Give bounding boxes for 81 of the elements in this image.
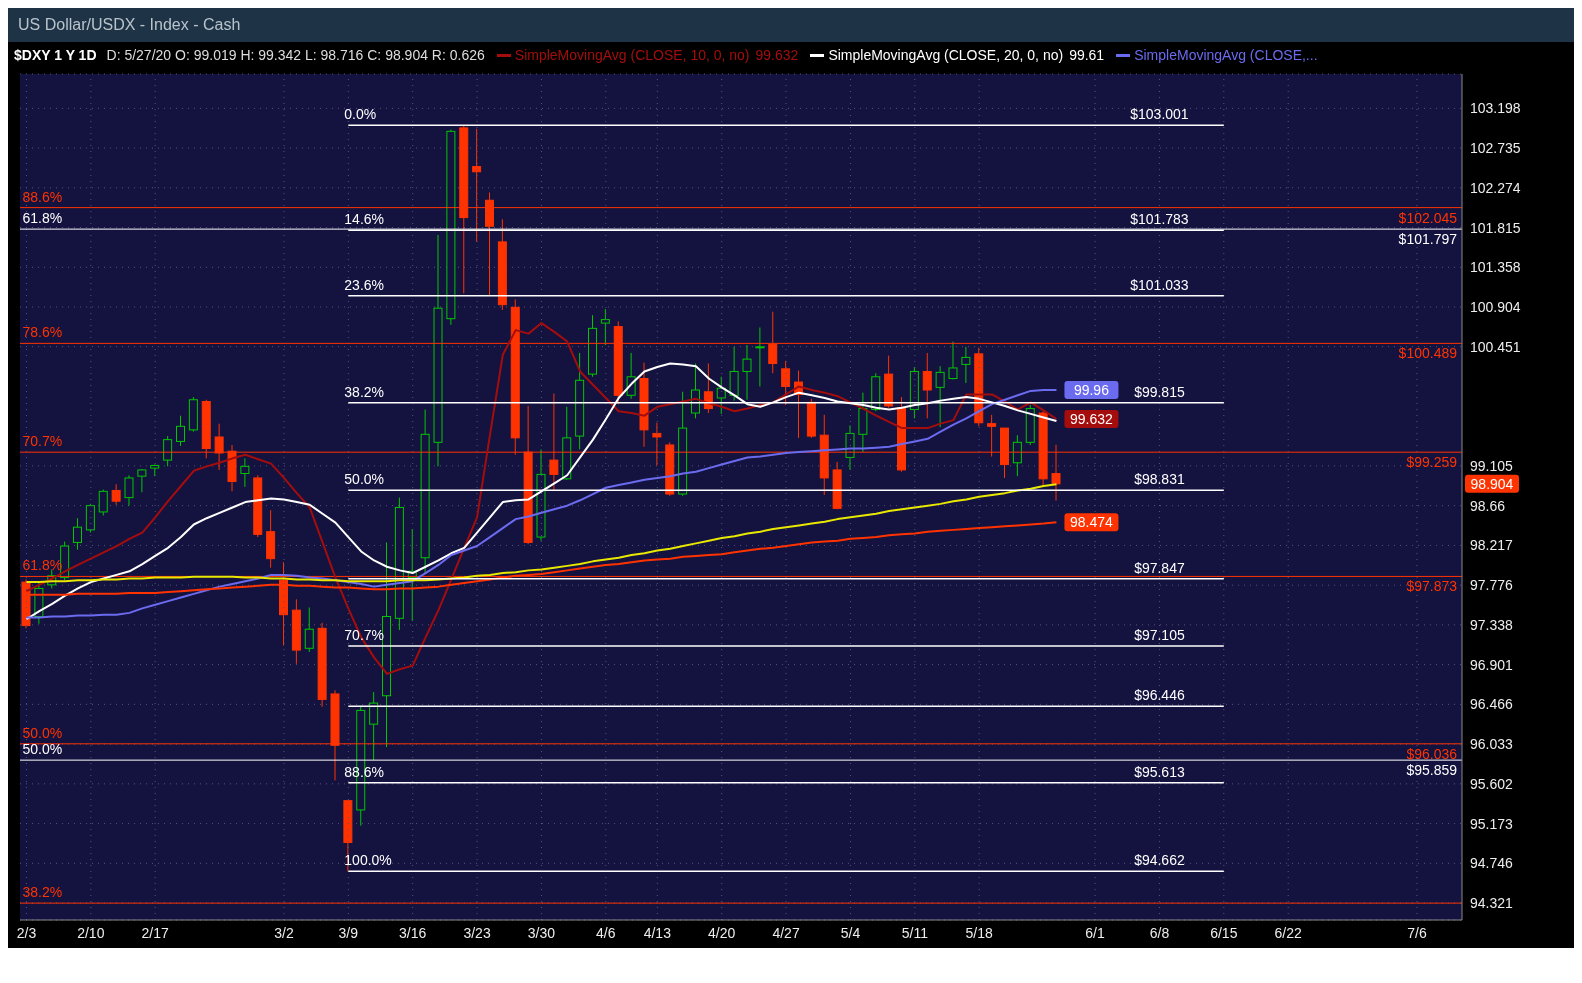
annotation: $101.033 — [1130, 276, 1189, 293]
annotation: 100.0% — [344, 852, 392, 869]
legend-label: SimpleMovingAvg (CLOSE, 10, 0, no) — [514, 47, 750, 63]
data-label: 98.474 — [1070, 514, 1114, 531]
x-tick-label: 6/15 — [1210, 924, 1238, 941]
x-tick-label: 4/6 — [596, 924, 616, 941]
y-tick-label: 97.776 — [1470, 577, 1514, 594]
y-tick-label: 98.66 — [1470, 497, 1506, 514]
chart-title: $DXY 1 Y 1D — [14, 47, 97, 63]
x-tick-label: 5/18 — [965, 924, 994, 941]
x-tick-label: 3/2 — [274, 924, 294, 941]
y-tick-label: 100.904 — [1470, 298, 1521, 315]
y-tick-label: 102.735 — [1470, 140, 1521, 157]
annotation: $97.847 — [1134, 559, 1185, 576]
ref-line-label: $96.036 — [1406, 745, 1458, 762]
ref-line-label: $101.797 — [1398, 231, 1458, 248]
annotation: $97.105 — [1134, 627, 1185, 644]
y-tick-label: 97.338 — [1470, 616, 1514, 633]
y-tick-label: 98.217 — [1470, 537, 1514, 554]
ref-line-label: $99.259 — [1406, 454, 1458, 471]
annotation: $99.815 — [1134, 383, 1185, 400]
x-tick-label: 6/8 — [1149, 924, 1170, 941]
x-tick-label: 6/1 — [1085, 924, 1105, 941]
x-tick-label: 3/9 — [338, 924, 359, 941]
x-tick-label: 4/27 — [772, 924, 800, 941]
y-tick-label: 101.815 — [1470, 219, 1521, 236]
text: D: 5/27/20 O: 99.019 H: 99.342 L: 98.716 C: 98.904 R: 0.626 — [106, 47, 485, 63]
annotation: $103.001 — [1130, 106, 1189, 123]
annotation: 38.2% — [22, 884, 63, 901]
annotation: 50.0% — [22, 724, 63, 741]
annotation: 88.6% — [22, 188, 63, 205]
x-tick-label: 4/13 — [643, 924, 672, 941]
annotation: 78.6% — [22, 324, 63, 341]
y-tick-label: 95.602 — [1470, 775, 1514, 792]
x-tick-label: 5/11 — [901, 924, 929, 941]
chart-subtitle: US Dollar/USDX - Index - Cash — [8, 8, 1574, 42]
x-tick-label: 2/10 — [77, 924, 105, 941]
data-label: 99.96 — [1073, 382, 1110, 399]
y-tick-label: 94.746 — [1470, 855, 1514, 872]
annotation: 38.2% — [344, 383, 385, 400]
annotation: 23.6% — [344, 276, 385, 293]
ref-line-label: $102.045 — [1398, 209, 1458, 226]
x-tick-label: 4/20 — [708, 924, 736, 941]
y-tick-label: 101.358 — [1470, 259, 1521, 276]
annotation: 14.6% — [344, 211, 385, 228]
ref-line-label: $95.859 — [1406, 762, 1458, 779]
x-tick-label: 3/16 — [399, 924, 427, 941]
y-tick-label: 100.451 — [1470, 338, 1521, 355]
x-tick-label: 3/23 — [463, 924, 491, 941]
x-tick-label: 6/22 — [1274, 924, 1303, 941]
annotation: 0.0% — [344, 106, 377, 123]
annotation: 70.7% — [22, 433, 63, 450]
y-tick-label: 96.033 — [1470, 736, 1514, 753]
annotation: $98.831 — [1134, 471, 1185, 488]
legend-label: SimpleMovingAvg (CLOSE, 20, 0, no) — [828, 47, 1064, 63]
x-tick-label: 7/6 — [1407, 924, 1427, 941]
legend-label: SimpleMovingAvg (CLOSE,... — [1134, 47, 1318, 63]
annotation: $95.613 — [1134, 763, 1185, 780]
y-tick-label: 94.321 — [1470, 895, 1514, 911]
annotation: 50.0% — [344, 471, 385, 488]
text: 98.904 — [1470, 475, 1514, 492]
annotation: 50.0% — [22, 741, 63, 758]
annotation: $101.783 — [1130, 211, 1189, 228]
data-label: 99.632 — [1070, 411, 1114, 428]
annotation: $96.446 — [1134, 687, 1185, 704]
x-tick-label: 5/4 — [840, 924, 861, 941]
x-tick-label: 2/3 — [16, 924, 37, 941]
text: 99.61 — [1069, 47, 1105, 63]
y-tick-label: 96.901 — [1470, 656, 1514, 673]
y-tick-label: 102.274 — [1470, 179, 1521, 196]
annotation: 61.8% — [22, 210, 63, 227]
y-tick-label: 103.198 — [1470, 100, 1521, 117]
x-tick-label: 2/17 — [141, 924, 170, 941]
x-tick-label: 3/30 — [527, 924, 556, 941]
ref-line-label: $100.489 — [1398, 345, 1458, 362]
text: 99.632 — [755, 47, 799, 63]
ref-line-label: $97.873 — [1406, 578, 1458, 595]
y-tick-label: 95.173 — [1470, 815, 1514, 832]
annotation: $94.662 — [1134, 852, 1185, 869]
y-tick-label: 96.466 — [1470, 696, 1514, 713]
y-tick-label: 99.105 — [1470, 457, 1514, 474]
